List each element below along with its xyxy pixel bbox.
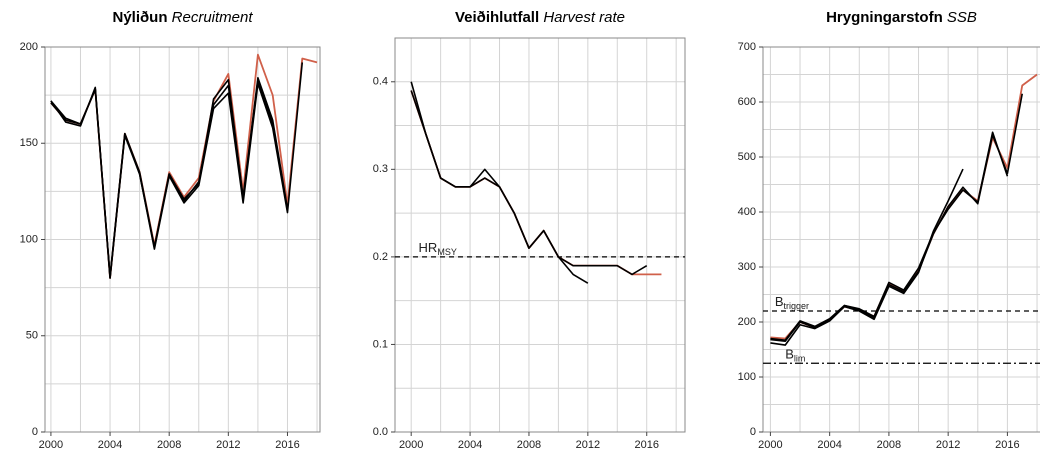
data-line (770, 131, 1009, 341)
y-tick-label: 0 (750, 426, 756, 438)
title-en: SSB (947, 9, 977, 26)
y-tick-label: 500 (738, 151, 756, 163)
chart-title: Veiðihlutfall Harvest rate (455, 9, 625, 26)
title-main: Hrygningarstofn (826, 9, 943, 26)
x-tick-label: 2016 (634, 439, 658, 451)
reference-label: Blim (785, 347, 805, 364)
reference-label-sub: lim (794, 354, 806, 364)
x-tick-label: 2008 (517, 439, 541, 451)
reference-label-main: B (775, 294, 784, 309)
x-tick-label: 2008 (877, 439, 901, 451)
title-en: Harvest rate (543, 9, 625, 26)
y-tick-label: 100 (738, 371, 756, 383)
chart-title: Hrygningarstofn SSB (826, 9, 977, 26)
y-tick-label: 50 (26, 330, 38, 342)
reference-label-main: HR (419, 240, 438, 255)
y-tick-label: 0.0 (373, 426, 388, 438)
y-tick-label: 300 (738, 261, 756, 273)
reference-label: HRMSY (419, 240, 457, 257)
x-tick-label: 2000 (758, 439, 782, 451)
y-tick-label: 0.4 (373, 76, 388, 88)
data-line (410, 81, 589, 284)
y-tick-label: 0.1 (373, 338, 388, 350)
y-tick-label: 0.2 (373, 251, 388, 263)
x-tick-label: 2012 (576, 439, 600, 451)
x-tick-label: 2000 (39, 439, 63, 451)
chart-title: Nýliðun Recruitment (112, 9, 253, 26)
data-line (50, 78, 289, 279)
x-tick-label: 2012 (216, 439, 240, 451)
reference-label: Btrigger (775, 294, 809, 311)
data-line (50, 53, 318, 279)
data-line (770, 168, 964, 346)
title-en: Recruitment (172, 9, 254, 26)
y-tick-label: 600 (738, 96, 756, 108)
x-tick-label: 2004 (817, 439, 841, 451)
reference-label-sub: MSY (437, 247, 457, 257)
y-tick-label: 0 (32, 426, 38, 438)
x-tick-label: 2016 (995, 439, 1019, 451)
y-tick-label: 150 (20, 137, 38, 149)
data-line (770, 93, 1024, 343)
data-line (770, 73, 1038, 340)
x-tick-label: 2000 (399, 439, 423, 451)
x-tick-label: 2012 (936, 439, 960, 451)
y-tick-label: 700 (738, 41, 756, 53)
title-main: Veiðihlutfall (455, 9, 539, 26)
x-tick-label: 2008 (157, 439, 181, 451)
y-tick-label: 100 (20, 233, 38, 245)
y-tick-label: 200 (20, 41, 38, 53)
x-tick-label: 2004 (458, 439, 482, 451)
x-tick-label: 2016 (275, 439, 299, 451)
reference-label-sub: trigger (784, 301, 810, 311)
plot-frame (762, 46, 1040, 433)
x-tick-label: 2004 (98, 439, 122, 451)
title-main: Nýliðun (112, 9, 167, 26)
reference-label-main: B (785, 347, 794, 362)
y-tick-label: 200 (738, 316, 756, 328)
y-tick-label: 400 (738, 206, 756, 218)
y-tick-label: 0.3 (373, 163, 388, 175)
